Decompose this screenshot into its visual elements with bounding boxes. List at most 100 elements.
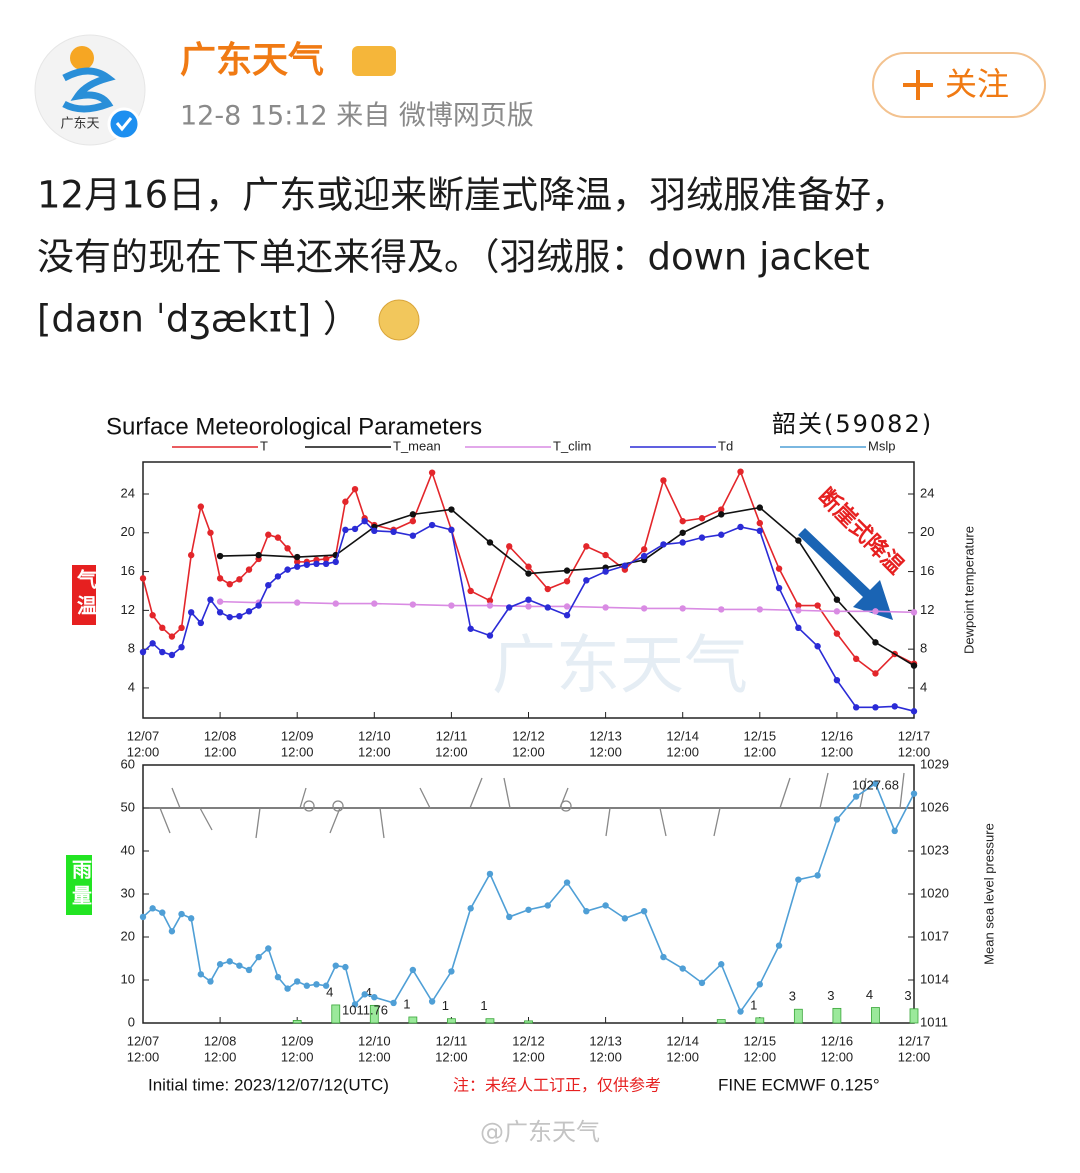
series-point [660, 477, 667, 484]
x-tick-sublabel: 12:00 [127, 1049, 160, 1064]
x-tick-label: 12/17 [898, 1033, 931, 1048]
avatar-sun [70, 46, 94, 70]
y-tick-label: 24 [121, 485, 135, 500]
footer-watermark: @广东天气 [480, 1118, 600, 1146]
x-tick-sublabel: 12:00 [666, 744, 699, 759]
series-point [216, 598, 224, 605]
series-point [351, 525, 359, 533]
verified-badge [107, 107, 141, 141]
series-point [236, 576, 243, 583]
series-point [265, 581, 272, 589]
x-tick-sublabel: 12:00 [281, 1049, 314, 1064]
x-tick-label: 12/10 [358, 1033, 391, 1048]
rain-bar [755, 1017, 765, 1024]
series-point [737, 468, 744, 475]
series-point [159, 909, 166, 916]
x-tick-label: 12/17 [898, 728, 931, 743]
series-point [756, 504, 763, 511]
series-point [718, 961, 725, 968]
series-point [756, 606, 763, 613]
series-point [506, 543, 513, 550]
series-point [891, 827, 898, 835]
series-point [313, 981, 320, 988]
rain-bar [292, 1020, 302, 1024]
y2-tick-label: 1011 [920, 1014, 948, 1029]
series-point [342, 498, 349, 505]
series-point [178, 644, 185, 651]
x-tick-label: 12/13 [589, 728, 622, 743]
y-tick-label: 16 [121, 563, 135, 578]
x-tick-sublabel: 12:00 [435, 744, 468, 759]
series-point [428, 521, 436, 529]
y2-tick-label: 4 [920, 679, 927, 694]
initial-time: Initial time: 2023/12/07/12(UTC) [148, 1075, 389, 1094]
y2-tick-label: 1017 [920, 928, 949, 943]
series-point [197, 503, 205, 510]
series-point [294, 563, 301, 570]
series-point [833, 608, 841, 615]
series-point [428, 998, 436, 1005]
model: FINE ECMWF 0.125° [718, 1075, 880, 1094]
series-point [563, 879, 571, 886]
series-point [698, 534, 706, 541]
series-point [139, 913, 147, 921]
series-point [197, 971, 205, 978]
series-point [197, 619, 205, 627]
follow-button[interactable] [872, 52, 1046, 118]
series-point [525, 603, 532, 610]
series-point [255, 602, 262, 609]
y2-tick-label: 1020 [920, 885, 949, 900]
series-point [563, 603, 571, 610]
verified-check [115, 117, 133, 132]
series-point [448, 506, 455, 513]
x-tick-label: 12/16 [821, 1033, 854, 1048]
series-point [159, 624, 166, 632]
series-point [409, 517, 417, 525]
y-axis-label: 气温 [74, 568, 98, 621]
rain-bar [909, 1008, 919, 1024]
rain-bar [331, 1004, 341, 1024]
x-tick-sublabel: 12:00 [666, 1049, 699, 1064]
rain-label: 4 [365, 985, 372, 1000]
x-tick-label: 12/15 [744, 1033, 777, 1048]
x-tick-sublabel: 12:00 [358, 744, 391, 759]
series-point [409, 601, 417, 608]
series-point [207, 978, 214, 985]
x-tick-label: 12/14 [666, 728, 699, 743]
series-point [486, 602, 494, 609]
series-point [486, 539, 494, 546]
watermark: 广东天气 [492, 630, 748, 704]
series-point [602, 568, 609, 575]
series-point [814, 872, 821, 879]
series-point [679, 539, 686, 546]
x-tick-sublabel: 12:00 [512, 1049, 545, 1064]
x-tick-label: 12/15 [744, 728, 777, 743]
rain-label: 4 [326, 984, 333, 999]
series-point [660, 953, 667, 961]
arrow [798, 528, 893, 620]
series-point [602, 902, 609, 909]
follow-label: 关注 [945, 65, 1009, 103]
y-tick-label: 10 [121, 971, 135, 986]
series-point [718, 531, 725, 538]
series-point [795, 876, 802, 883]
series-point [852, 655, 860, 663]
series-point [216, 609, 224, 616]
series-point [718, 606, 725, 613]
legend-label: Td [718, 438, 733, 453]
series-point [621, 915, 629, 922]
legend-label: T [260, 438, 268, 453]
x-tick-label: 12/10 [358, 728, 391, 743]
x-tick-label: 12/07 [127, 1033, 160, 1048]
series-point [284, 545, 291, 552]
series-point [833, 596, 841, 603]
series-point [428, 469, 436, 476]
x-tick-sublabel: 12:00 [204, 744, 237, 759]
user-name[interactable]: 广东天气 [180, 40, 324, 81]
series-point [168, 633, 176, 640]
x-tick-label: 12/13 [589, 1033, 622, 1048]
rain-bar [408, 1016, 418, 1024]
series-point [255, 551, 262, 559]
series-point [525, 563, 532, 570]
series-point [236, 962, 243, 969]
